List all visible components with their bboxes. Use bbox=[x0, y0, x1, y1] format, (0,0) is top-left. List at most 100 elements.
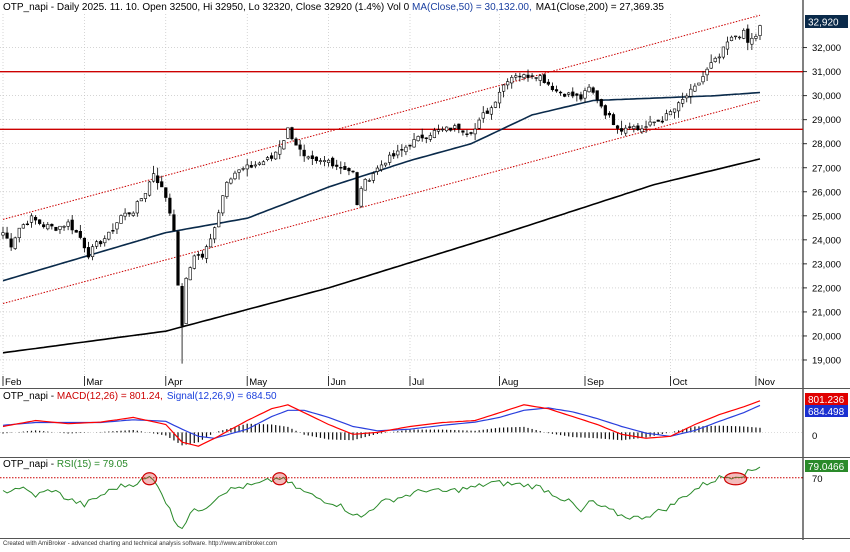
candle-body bbox=[424, 137, 428, 139]
macd-zero-label: 0 bbox=[812, 431, 817, 442]
x-tick-label: May bbox=[249, 377, 267, 388]
signal-line bbox=[2, 404, 761, 439]
candle-body bbox=[501, 84, 506, 92]
candle-body bbox=[164, 187, 168, 198]
candle-body bbox=[457, 123, 461, 130]
candle-body bbox=[379, 164, 384, 170]
candle-body bbox=[725, 41, 730, 50]
ma200-line bbox=[2, 158, 761, 354]
candle-body bbox=[721, 46, 725, 58]
candle-body bbox=[583, 90, 587, 99]
candle-body bbox=[656, 119, 660, 122]
candle-body bbox=[636, 125, 640, 131]
candle-body bbox=[554, 89, 559, 92]
y-tick-label: 25,000 bbox=[812, 211, 841, 222]
x-tick-label: Oct bbox=[672, 377, 687, 388]
candle-body bbox=[359, 188, 363, 207]
candle-body bbox=[697, 82, 701, 86]
x-tick-label: Jun bbox=[331, 377, 346, 388]
candle-body bbox=[147, 181, 152, 196]
candle-body bbox=[542, 74, 546, 83]
panel-frames bbox=[0, 0, 850, 540]
candle-body bbox=[343, 166, 347, 170]
candle-body bbox=[139, 198, 143, 202]
candle-body bbox=[371, 173, 375, 181]
candle-body bbox=[603, 105, 607, 116]
candle-body bbox=[579, 94, 583, 100]
candle-body bbox=[754, 36, 758, 39]
candle-body bbox=[485, 110, 489, 114]
candle-body bbox=[188, 267, 192, 281]
candle-body bbox=[432, 130, 437, 138]
candle-body bbox=[265, 157, 270, 160]
candle-body bbox=[298, 144, 302, 150]
candle-body bbox=[13, 237, 17, 249]
candle-body bbox=[440, 128, 445, 131]
candle-body bbox=[461, 130, 465, 133]
candle-body bbox=[733, 35, 738, 38]
candle-body bbox=[746, 28, 750, 43]
macd-header: OTP_napi - MACD(12,26) = 801.24, Signal(1… bbox=[3, 391, 277, 402]
candle-body bbox=[522, 74, 526, 78]
candle-body bbox=[510, 77, 514, 84]
candle-body bbox=[534, 77, 538, 79]
candle-body bbox=[217, 212, 221, 228]
candle-body bbox=[469, 132, 473, 134]
channel-lower-line bbox=[2, 100, 761, 305]
candle-body bbox=[306, 156, 310, 159]
candle-body bbox=[758, 25, 762, 36]
candle-body bbox=[1, 232, 5, 236]
candle-body bbox=[326, 159, 331, 163]
footer-credit: Created with AmiBroker - advanced charti… bbox=[3, 541, 277, 547]
candle-body bbox=[294, 138, 298, 146]
rsi-value-label: 79.0466 bbox=[808, 462, 845, 473]
candle-body bbox=[607, 112, 612, 116]
candle-body bbox=[644, 126, 648, 128]
candle-body bbox=[538, 75, 542, 81]
macd-label: MACD(12,26) = 801.24, bbox=[57, 391, 163, 402]
candle-body bbox=[518, 75, 522, 78]
candle-body bbox=[115, 222, 119, 230]
candle-body bbox=[599, 99, 603, 107]
candle-body bbox=[489, 107, 493, 115]
candle-body bbox=[611, 114, 616, 126]
candle-body bbox=[660, 120, 664, 123]
rsi-line bbox=[2, 466, 761, 530]
candle-body bbox=[514, 75, 518, 78]
candle-body bbox=[530, 75, 534, 77]
candle-body bbox=[587, 86, 591, 93]
x-tick-label: Jul bbox=[412, 377, 424, 388]
candle-body bbox=[672, 108, 677, 113]
overbought-highlight bbox=[141, 472, 158, 486]
candle-body bbox=[465, 133, 469, 135]
candle-body bbox=[274, 151, 278, 160]
candle-body bbox=[156, 175, 160, 184]
candle-body bbox=[176, 231, 180, 286]
candle-body bbox=[66, 221, 70, 227]
candle-body bbox=[563, 93, 567, 97]
candle-body bbox=[237, 169, 241, 173]
signal-value-label: 684.498 bbox=[808, 407, 845, 418]
candle-body bbox=[21, 224, 25, 229]
rsi-label: RSI(15) = 79.05 bbox=[57, 459, 128, 470]
candle-body bbox=[50, 223, 54, 227]
candle-body bbox=[738, 36, 742, 39]
candle-body bbox=[204, 246, 209, 259]
candle-body bbox=[383, 162, 388, 166]
candle-body bbox=[282, 140, 286, 150]
candle-body bbox=[624, 127, 628, 134]
candle-body bbox=[575, 93, 579, 96]
candle-body bbox=[135, 201, 139, 214]
candle-body bbox=[449, 127, 453, 131]
rsi-panel bbox=[0, 466, 803, 530]
candle-body bbox=[123, 212, 127, 217]
x-tick-label: Mar bbox=[86, 377, 102, 388]
candle-body bbox=[685, 95, 689, 99]
candle-body bbox=[493, 101, 498, 108]
y-axes: 19,000 20,000 21,000 22,000 23,000 24,000 25,0… bbox=[803, 43, 841, 366]
candle-body bbox=[314, 156, 318, 162]
candle-body bbox=[290, 127, 294, 140]
candle-body bbox=[335, 164, 339, 167]
macd-value-label: 801.236 bbox=[808, 395, 845, 406]
